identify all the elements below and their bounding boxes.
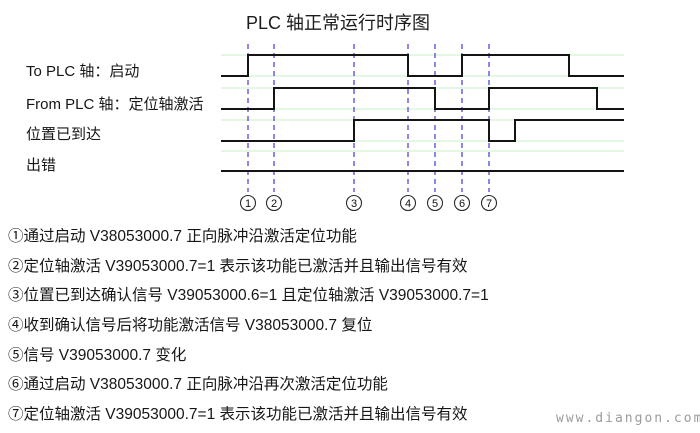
event-marker-number: 3 (351, 198, 357, 210)
event-marker-circle (265, 194, 283, 212)
event-marker-circle (239, 194, 257, 212)
event-marker-circle (426, 194, 444, 212)
event-marker-circle (345, 194, 363, 212)
signal-waveform (221, 87, 624, 110)
signal-waveform (221, 54, 624, 77)
note-line: ⑥通过启动 V38053000.7 正向脉冲沿再次激活定位功能 (8, 376, 388, 394)
note-line: ⑤信号 V39053000.7 变化 (8, 346, 187, 364)
event-marker-number: 6 (459, 198, 465, 210)
note-line: ④收到确认信号后将功能激活信号 V38053000.7 复位 (8, 317, 373, 335)
diagram-title: PLC 轴正常运行时序图 (245, 13, 431, 33)
event-marker-circle (480, 194, 498, 212)
notes-list: ①通过启动 V38053000.7 正向脉冲沿激活定位功能 ②定位轴激活 V390… (8, 222, 698, 430)
event-marker-number: 1 (245, 198, 251, 210)
note-line: ①通过启动 V38053000.7 正向脉冲沿激活定位功能 (8, 228, 357, 245)
event-marker-number: 7 (486, 198, 492, 210)
event-marker-circle (399, 194, 417, 212)
signal-label: 位置已到达 (26, 126, 102, 143)
signal-label: To PLC 轴：启动 (26, 63, 140, 80)
note-line: ⑦定位轴激活 V39053000.7=1 表示该功能已激活并且输出信号有效 (8, 406, 468, 424)
signal-label: From PLC 轴：定位轴激活 (26, 96, 204, 113)
signal-label: 出错 (26, 157, 57, 174)
event-marker-circle (453, 194, 471, 212)
note-line: ②定位轴激活 V39053000.7=1 表示该功能已激活并且输出信号有效 (8, 257, 468, 275)
watermark: www.diangon.com (556, 411, 700, 426)
note-line: ③位置已到达确认信号 V39053000.6=1 且定位轴激活 V3905300… (8, 287, 489, 305)
event-marker-number: 5 (432, 198, 438, 210)
event-marker-number: 4 (405, 198, 411, 210)
signal-waveform (221, 119, 624, 142)
event-marker-number: 2 (271, 198, 277, 210)
